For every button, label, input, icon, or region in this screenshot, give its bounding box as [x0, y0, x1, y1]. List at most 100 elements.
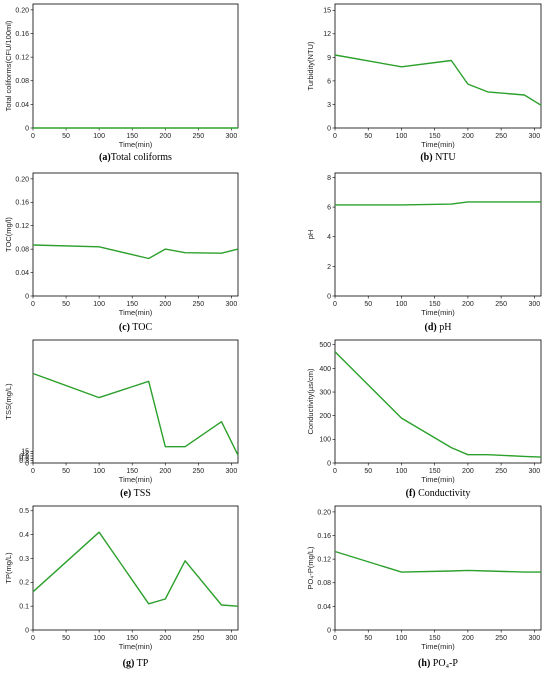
x-tick-label: 100	[93, 133, 105, 140]
x-tick-label: 150	[429, 468, 441, 475]
caption-text: Total coliforms	[111, 152, 172, 163]
y-tick-label: 0.4	[19, 532, 29, 539]
x-tick-label: 250	[192, 301, 204, 308]
x-tick-label: 150	[126, 468, 138, 475]
y-tick-label: 0.08	[317, 580, 331, 587]
plot-frame	[32, 3, 239, 129]
caption-tag: (d)	[425, 322, 437, 333]
x-tick-label: 0	[333, 468, 337, 475]
panel-caption: (e) TSS	[120, 488, 151, 499]
y-tick-label: 0.04	[317, 604, 331, 611]
caption-text: NTU	[433, 152, 457, 163]
y-tick-label: 15	[323, 8, 331, 15]
y-tick-label: 0.08	[15, 78, 29, 85]
y-tick-label: 400	[319, 366, 331, 373]
series-line	[334, 351, 542, 458]
y-tick-label: 12	[21, 451, 29, 458]
chart-panel-1: 0 50 100 150 200 250 30000.040.080.120.160.20T…	[4, 3, 239, 163]
x-axis-label: Time(min)	[119, 308, 153, 317]
y-tick-label: 0.12	[15, 223, 29, 230]
plot-frame	[32, 339, 239, 464]
y-tick-label: 4	[327, 234, 331, 241]
x-axis-label: Time(min)	[421, 475, 455, 484]
y-tick-label: 0.1	[19, 604, 29, 611]
x-tick-label: 50	[62, 301, 70, 308]
x-tick-label: 100	[93, 301, 105, 308]
series-line	[334, 550, 541, 573]
x-tick-label: 50	[364, 133, 372, 140]
y-axis-label: TP(mg/L)	[4, 552, 13, 584]
x-tick-label: 0	[333, 301, 337, 308]
y-tick-label: 500	[319, 342, 331, 349]
y-tick-label: 300	[319, 389, 331, 396]
y-tick-label: 200	[319, 413, 331, 420]
x-tick-label: 0	[31, 133, 35, 140]
x-tick-label: 250	[192, 468, 204, 475]
chart-panel-8: 0 50 100 150 200 250 300 0 0.04 0.08 0.12 0.16 0.20 T…	[306, 505, 542, 669]
y-tick-label: 9	[327, 55, 331, 62]
x-tick-label: 200	[462, 635, 474, 642]
y-tick-label: 0.20	[15, 7, 29, 14]
x-tick-label: 100	[396, 468, 408, 475]
x-tick-label: 0	[333, 133, 337, 140]
y-axis-label: pH	[306, 230, 315, 240]
x-tick-label: 100	[93, 635, 105, 642]
x-tick-label: 250	[495, 468, 507, 475]
x-tick-label: 0	[31, 635, 35, 642]
caption-tag: (a)	[99, 152, 111, 163]
y-tick-label: 100	[319, 437, 331, 444]
x-axis-label: Time(min)	[119, 140, 153, 149]
y-axis-label: Turbidity(NTU)	[306, 41, 315, 90]
chart-panel-3: 0 50 100 150 200 250 300 0 0.04 0.08 0.12 0.16 0.20 T…	[4, 172, 239, 333]
caption-text: TOC	[130, 322, 152, 333]
x-axis-label: Time(min)	[421, 642, 455, 651]
x-tick-label: 300	[226, 133, 238, 140]
caption-tag: (g)	[123, 658, 135, 669]
series-line	[335, 201, 541, 206]
x-tick-label: 300	[529, 133, 541, 140]
y-axis-label: Total coliforms(CFU/100ml)	[4, 20, 13, 111]
y-tick-label: 6	[327, 204, 331, 211]
x-tick-label: 50	[62, 635, 70, 642]
y-tick-label: 0	[25, 293, 29, 300]
y-tick-label: 0.12	[15, 55, 29, 62]
y-tick-label: 2	[327, 264, 331, 271]
y-tick-label: 0.5	[19, 508, 29, 515]
x-tick-label: 150	[126, 133, 138, 140]
y-tick-label: 0.08	[15, 247, 29, 254]
y-tick-label: 12	[323, 31, 331, 38]
caption-tag: (e)	[120, 488, 131, 499]
x-tick-label: 100	[396, 133, 408, 140]
x-tick-label: 200	[462, 301, 474, 308]
x-tick-label: 50	[62, 133, 70, 140]
y-axis-label: PO₄-P(mg/L)	[306, 546, 315, 590]
y-tick-label: 0.20	[15, 176, 29, 183]
y-tick-label: 0.04	[15, 270, 29, 277]
x-tick-label: 0	[31, 301, 35, 308]
caption-tag: (b)	[420, 152, 432, 163]
x-axis-label: Time(min)	[119, 475, 153, 484]
caption-text: TP	[134, 658, 148, 669]
y-tick-label: 6	[327, 78, 331, 85]
x-axis-label: Time(min)	[421, 308, 455, 317]
y-tick-label: 0	[25, 125, 29, 132]
y-tick-label: 0.3	[19, 458, 29, 465]
panel-caption: (d) pH	[425, 322, 452, 333]
y-tick-label: 8	[327, 175, 331, 182]
y-tick-label: 0	[25, 460, 29, 467]
y-tick-label: 0.04	[15, 102, 29, 109]
x-tick-label: 250	[495, 635, 507, 642]
plot-frame	[334, 505, 542, 631]
caption-text: PO₄-P	[430, 658, 458, 669]
y-tick-label: 0	[327, 125, 331, 132]
x-tick-label: 150	[126, 301, 138, 308]
x-tick-label: 0	[333, 635, 337, 642]
y-axis-label: TSS(mg/L)	[4, 383, 13, 420]
x-tick-label: 150	[429, 301, 441, 308]
x-tick-label: 200	[462, 133, 474, 140]
caption-tag: (f)	[406, 488, 416, 499]
plot-frame	[334, 3, 542, 129]
